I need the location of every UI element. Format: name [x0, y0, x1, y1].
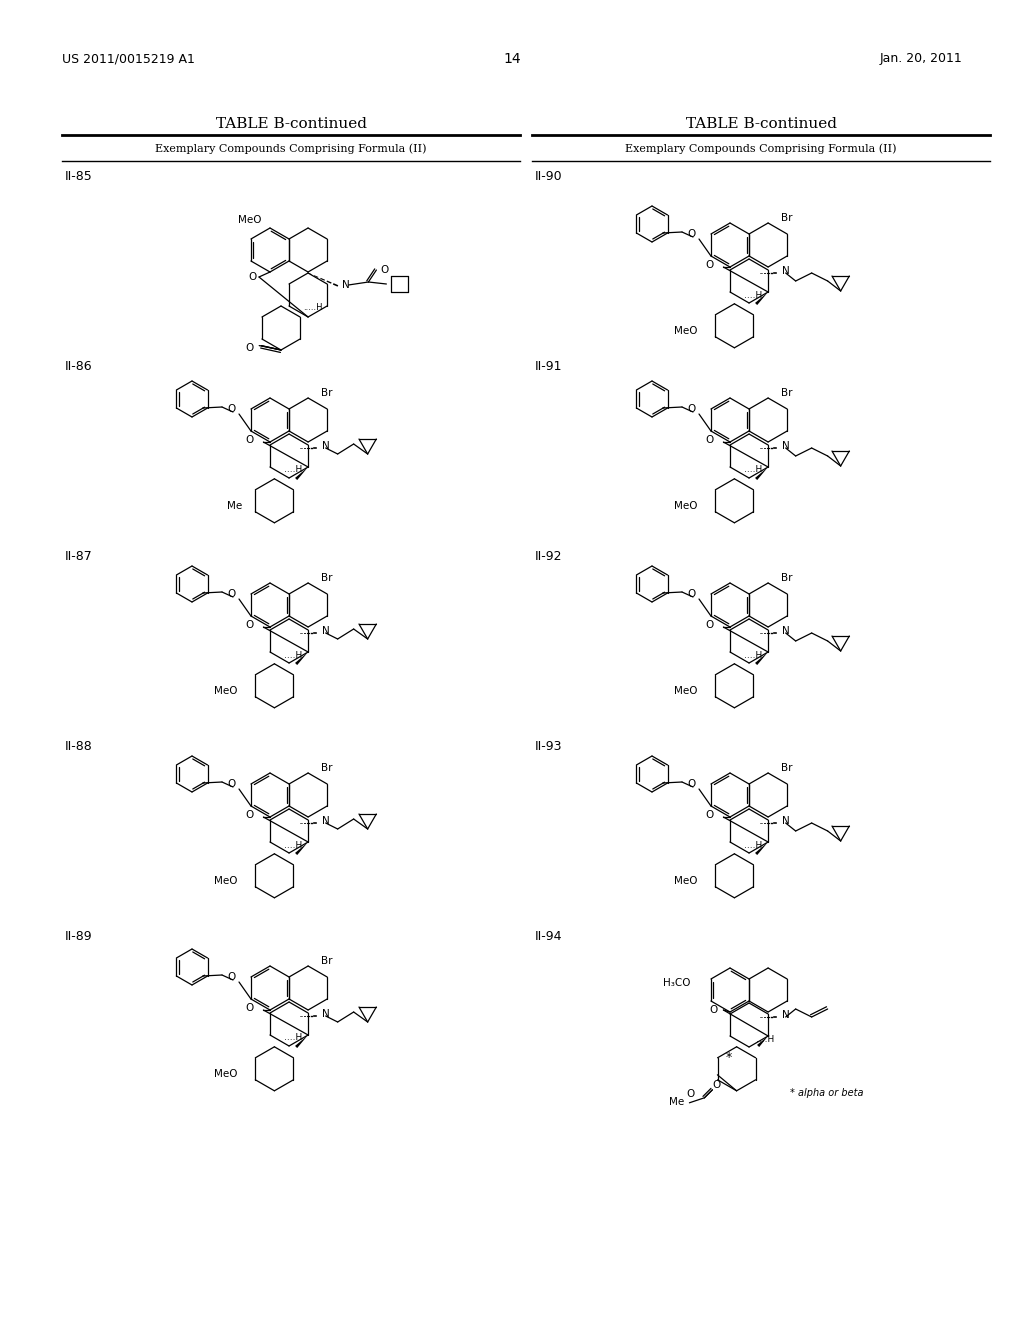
Text: MeO: MeO [674, 875, 697, 886]
Text: Exemplary Compounds Comprising Formula (II): Exemplary Compounds Comprising Formula (… [156, 143, 427, 153]
Text: ....H: ....H [284, 1034, 302, 1043]
Text: O: O [706, 436, 714, 445]
Text: Br: Br [322, 573, 333, 583]
Text: II-87: II-87 [65, 550, 93, 564]
Text: N: N [781, 267, 790, 276]
Polygon shape [295, 1035, 308, 1048]
Text: N: N [781, 1010, 790, 1020]
Polygon shape [295, 842, 308, 855]
Text: O: O [245, 620, 253, 630]
Text: H₃CO: H₃CO [663, 978, 690, 989]
Text: O: O [710, 1005, 718, 1015]
Text: O: O [688, 779, 696, 789]
Text: MeO: MeO [674, 686, 697, 696]
Text: O: O [227, 404, 236, 414]
Text: Br: Br [322, 388, 333, 399]
Text: O: O [706, 810, 714, 820]
Text: Br: Br [322, 763, 333, 774]
Text: II-88: II-88 [65, 741, 93, 752]
Text: ....H: ....H [284, 651, 302, 660]
Text: ....H: ....H [284, 466, 302, 474]
Text: O: O [686, 1089, 694, 1098]
Text: MeO: MeO [214, 875, 238, 886]
Text: N: N [342, 280, 350, 290]
Text: O: O [245, 810, 253, 820]
Text: * alpha or beta: * alpha or beta [790, 1088, 863, 1098]
Text: MeO: MeO [214, 686, 238, 696]
Text: O: O [249, 272, 257, 282]
Text: N: N [322, 816, 330, 826]
Text: N: N [322, 1008, 330, 1019]
Text: Me: Me [227, 500, 243, 511]
Text: Br: Br [781, 213, 793, 223]
Text: O: O [706, 260, 714, 271]
Text: O: O [688, 228, 696, 239]
Text: Br: Br [781, 763, 793, 774]
Text: Br: Br [781, 573, 793, 583]
Text: N: N [781, 626, 790, 636]
Text: II-91: II-91 [535, 360, 562, 374]
Text: O: O [688, 589, 696, 599]
Text: O: O [245, 343, 253, 352]
Text: ....H: ....H [744, 290, 762, 300]
Text: Me: Me [669, 1097, 684, 1106]
Text: Exemplary Compounds Comprising Formula (II): Exemplary Compounds Comprising Formula (… [626, 143, 897, 153]
Text: O: O [380, 265, 389, 275]
Text: 14: 14 [503, 51, 521, 66]
Text: II-90: II-90 [535, 170, 562, 183]
Polygon shape [757, 1036, 768, 1047]
Text: .....H: .....H [303, 302, 323, 312]
Text: O: O [227, 589, 236, 599]
Text: Br: Br [322, 956, 333, 966]
Text: N: N [322, 441, 330, 451]
Text: O: O [245, 1003, 253, 1012]
Text: N: N [781, 816, 790, 826]
Text: O: O [713, 1080, 721, 1090]
Text: N: N [322, 626, 330, 636]
Text: O: O [227, 972, 236, 982]
Text: MeO: MeO [674, 500, 697, 511]
Text: II-85: II-85 [65, 170, 93, 183]
Polygon shape [755, 292, 768, 305]
Text: US 2011/0015219 A1: US 2011/0015219 A1 [62, 51, 195, 65]
Text: MeO: MeO [674, 326, 697, 335]
Polygon shape [295, 467, 308, 480]
Text: N: N [781, 441, 790, 451]
Polygon shape [755, 467, 768, 480]
Polygon shape [295, 652, 308, 665]
Text: TABLE B-continued: TABLE B-continued [215, 117, 367, 131]
Text: TABLE B-continued: TABLE B-continued [685, 117, 837, 131]
Text: O: O [706, 620, 714, 630]
Text: II-92: II-92 [535, 550, 562, 564]
Text: II-86: II-86 [65, 360, 92, 374]
Polygon shape [755, 842, 768, 855]
Text: O: O [227, 779, 236, 789]
Text: MeO: MeO [214, 1069, 238, 1078]
Text: II-89: II-89 [65, 931, 92, 942]
Text: II-93: II-93 [535, 741, 562, 752]
Text: ....H: ....H [756, 1035, 774, 1044]
Text: *: * [725, 1051, 732, 1064]
Polygon shape [755, 652, 768, 665]
Text: O: O [688, 404, 696, 414]
Text: ....H: ....H [744, 841, 762, 850]
Text: ....H: ....H [744, 651, 762, 660]
Text: ....H: ....H [744, 466, 762, 474]
Text: Br: Br [781, 388, 793, 399]
Text: II-94: II-94 [535, 931, 562, 942]
Text: O: O [245, 436, 253, 445]
Text: MeO: MeO [238, 215, 261, 224]
Text: ....H: ....H [284, 841, 302, 850]
Text: Jan. 20, 2011: Jan. 20, 2011 [880, 51, 962, 65]
